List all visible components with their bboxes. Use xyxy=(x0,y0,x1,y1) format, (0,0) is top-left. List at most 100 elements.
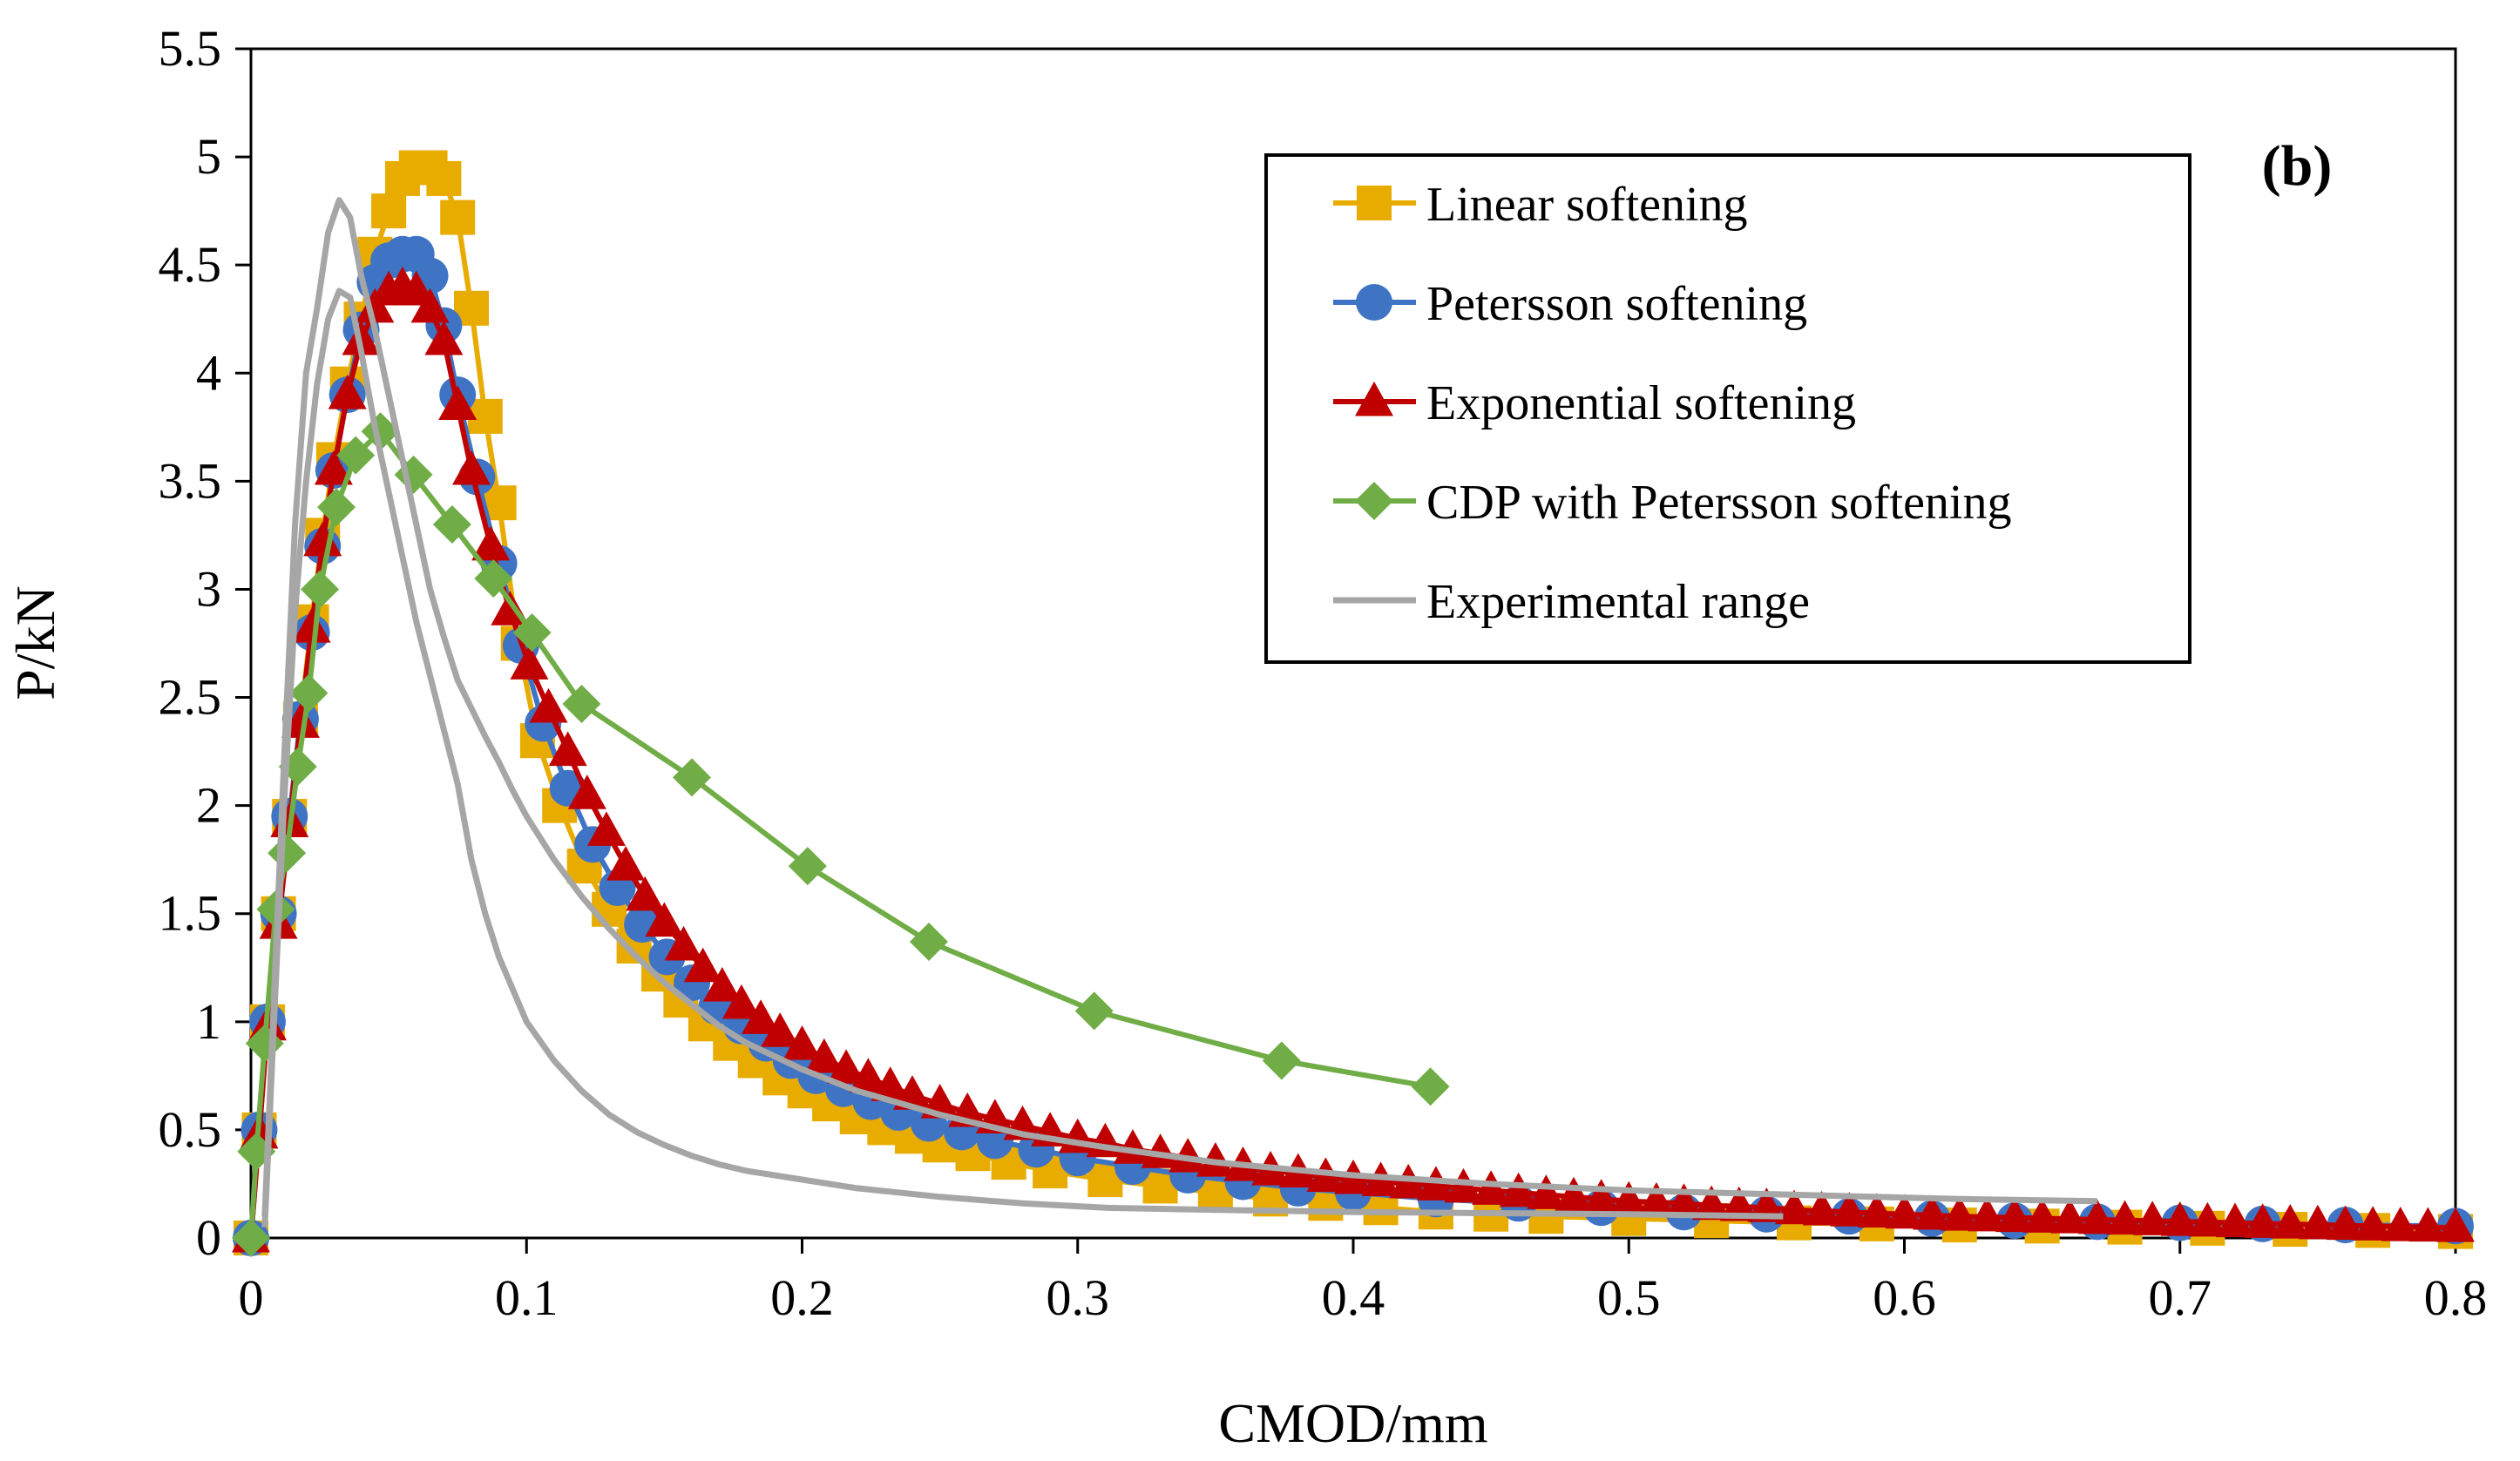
data-point xyxy=(361,412,400,451)
data-point xyxy=(432,505,471,544)
x-tick-label: 0.1 xyxy=(495,1269,559,1326)
data-point xyxy=(314,450,353,485)
data-point xyxy=(2381,1206,2420,1241)
data-point xyxy=(827,1049,866,1084)
data-point xyxy=(567,774,606,809)
data-point xyxy=(782,1025,822,1060)
data-point xyxy=(626,876,665,911)
data-point xyxy=(2271,1204,2310,1239)
data-point xyxy=(371,193,407,229)
data-point xyxy=(849,1058,888,1092)
data-point xyxy=(1664,1183,1704,1218)
data-point xyxy=(2243,1203,2282,1238)
y-tick-label: 1.5 xyxy=(159,885,222,942)
legend-swatch-marker xyxy=(1357,186,1392,220)
data-point xyxy=(2077,1199,2117,1234)
y-tick-label: 1 xyxy=(196,993,221,1050)
data-point xyxy=(1719,1186,1758,1221)
data-point xyxy=(424,320,464,355)
data-point xyxy=(1940,1196,1979,1231)
data-point xyxy=(1169,1138,1208,1173)
data-point xyxy=(2133,1201,2172,1235)
series-line xyxy=(261,197,2097,1217)
y-tick-label: 5.5 xyxy=(159,20,222,77)
data-point xyxy=(1141,1133,1180,1168)
y-tick-label: 2 xyxy=(196,777,221,834)
data-point xyxy=(645,902,684,937)
data-point xyxy=(2298,1204,2337,1240)
x-axis-title: CMOD/mm xyxy=(1218,1392,1487,1454)
data-point xyxy=(1411,1067,1450,1106)
data-point xyxy=(1885,1194,1924,1229)
data-point xyxy=(512,613,552,653)
data-point xyxy=(683,947,722,983)
data-point xyxy=(2436,1207,2475,1242)
legend-label: Linear softening xyxy=(1426,178,1748,232)
legend-swatch-marker xyxy=(1356,284,1392,321)
y-tick-label: 2.5 xyxy=(159,669,222,726)
data-point xyxy=(761,1012,800,1047)
data-point xyxy=(586,811,626,846)
data-point xyxy=(510,645,549,680)
legend-item: Exponential softening xyxy=(1333,376,1856,430)
y-tick-label: 5 xyxy=(196,128,221,185)
series-line xyxy=(261,287,1784,1228)
legend-item: Linear softening xyxy=(1333,178,1748,232)
data-point xyxy=(336,436,376,475)
data-point xyxy=(1074,991,1114,1031)
y-tick-label: 3.5 xyxy=(159,452,222,509)
data-point xyxy=(702,967,742,1002)
series-5 xyxy=(261,197,2097,1217)
data-point xyxy=(1857,1193,1896,1228)
data-point xyxy=(2022,1198,2062,1233)
data-point xyxy=(317,488,356,527)
legend-label: Experimental range xyxy=(1426,575,1810,629)
y-axis-ticks: 0 0.5 1 1.5 2 2.5 3 3.5 4 4.5 5 5.5 xyxy=(159,20,251,1266)
data-point xyxy=(1995,1197,2034,1233)
data-point xyxy=(664,925,703,961)
data-point xyxy=(1830,1192,1869,1227)
data-point xyxy=(909,922,948,961)
data-point xyxy=(870,1066,910,1101)
x-tick-label: 0.5 xyxy=(1597,1269,1661,1326)
data-point xyxy=(301,570,340,609)
data-point xyxy=(548,731,587,767)
legend-label: CDP with Petersson softening xyxy=(1426,476,2011,530)
x-tick-label: 0.3 xyxy=(1047,1269,1110,1326)
y-tick-label: 0.5 xyxy=(159,1101,222,1158)
data-point xyxy=(452,450,491,485)
data-point xyxy=(328,374,367,409)
data-point xyxy=(1913,1194,1952,1230)
x-tick-label: 0.7 xyxy=(2149,1269,2212,1326)
y-axis-title: P/kN xyxy=(4,585,66,700)
data-point xyxy=(1636,1181,1676,1217)
data-point xyxy=(1527,1174,1566,1209)
data-point xyxy=(232,1219,270,1257)
data-point xyxy=(292,608,331,643)
data-point xyxy=(2354,1206,2393,1241)
legend-box xyxy=(1264,153,2191,664)
data-point xyxy=(1582,1179,1621,1214)
data-point xyxy=(2408,1207,2448,1242)
data-point xyxy=(2050,1199,2090,1234)
legend-swatch-marker xyxy=(1355,482,1393,520)
legend-label: Petersson softening xyxy=(1426,277,1807,331)
data-point xyxy=(742,999,781,1034)
data-point xyxy=(1262,1041,1301,1080)
legend-item: Petersson softening xyxy=(1333,277,1807,331)
series-layer xyxy=(232,150,2475,1257)
legend-label: Exponential softening xyxy=(1426,376,1856,430)
data-point xyxy=(2188,1201,2227,1237)
y-tick-label: 0 xyxy=(196,1209,221,1266)
data-point xyxy=(2326,1205,2365,1241)
legend-item: Experimental range xyxy=(1333,575,1810,629)
legend-swatch-marker xyxy=(1355,381,1393,416)
legend: Linear softening Petersson softening Expon… xyxy=(1264,153,2191,664)
data-point xyxy=(673,758,711,797)
data-point xyxy=(2160,1201,2199,1236)
data-point xyxy=(303,521,342,557)
data-point xyxy=(1775,1189,1813,1225)
data-point xyxy=(721,984,761,1019)
data-point xyxy=(471,525,511,561)
